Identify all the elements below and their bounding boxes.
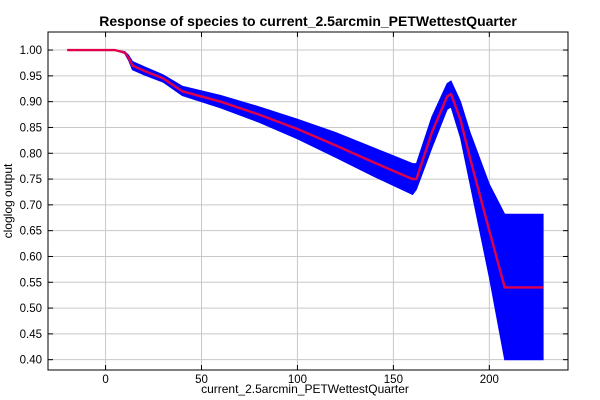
x-tick-label: 0 — [102, 374, 108, 386]
x-axis-label: current_2.5arcmin_PETWettestQuarter — [201, 382, 409, 396]
y-axis-label: cloglog output — [1, 163, 15, 238]
chart-title: Response of species to current_2.5arcmin… — [99, 13, 517, 29]
mean-line-layer — [67, 48, 544, 289]
y-tick-label: 1.00 — [20, 45, 42, 57]
y-tick-label: 0.45 — [20, 329, 42, 341]
plot-area-frame — [47, 31, 569, 371]
y-tick-label: 0.80 — [20, 148, 42, 160]
y-tick-label: 0.75 — [20, 174, 42, 186]
x-tick-label: 200 — [480, 374, 499, 386]
y-tick-label: 0.95 — [20, 71, 42, 83]
y-tick-label: 0.70 — [20, 200, 42, 212]
y-tick-label: 0.55 — [20, 277, 42, 289]
x-tick-label: 100 — [288, 374, 307, 386]
x-tick-label: 150 — [384, 374, 403, 386]
y-tick-label: 0.60 — [20, 251, 42, 263]
axis-ticks: 0 50 100 150 200 0.40 0.45 0.50 0.55 0.60 0.65 0.70… — [20, 32, 568, 386]
y-tick-label: 0.65 — [20, 226, 42, 238]
x-tick-label: 50 — [195, 374, 208, 386]
y-tick-label: 0.85 — [20, 122, 42, 134]
y-tick-label: 0.40 — [20, 355, 42, 367]
y-tick-label: 0.50 — [20, 303, 42, 315]
y-tick-label: 0.90 — [20, 97, 42, 109]
mean-response-line — [67, 48, 544, 289]
